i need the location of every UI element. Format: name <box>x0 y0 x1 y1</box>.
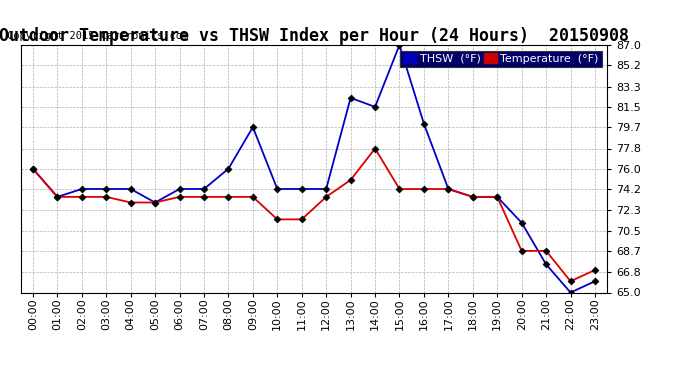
Text: Copyright 2015 Cartronics.com: Copyright 2015 Cartronics.com <box>7 32 188 41</box>
Legend: THSW  (°F), Temperature  (°F): THSW (°F), Temperature (°F) <box>400 51 602 66</box>
Title: Outdoor Temperature vs THSW Index per Hour (24 Hours)  20150908: Outdoor Temperature vs THSW Index per Ho… <box>0 27 629 45</box>
